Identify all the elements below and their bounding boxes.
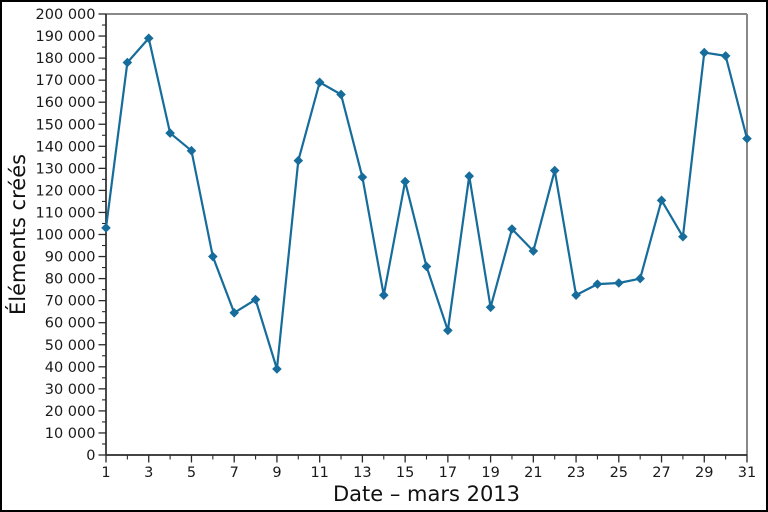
data-point [485,302,496,313]
x-tick-label: 3 [144,465,153,481]
y-tick-label: 140 000 [36,139,96,155]
y-tick-label: 90 000 [45,250,96,266]
y-tick-label: 20 000 [45,404,96,420]
y-tick-label: 70 000 [45,294,96,310]
data-point [250,294,261,305]
data-point [443,325,453,336]
x-tick-label: 25 [610,465,628,481]
x-tick-label: 21 [524,465,542,481]
data-point [720,51,731,61]
x-tick-label: 7 [230,465,239,481]
data-point [122,57,133,68]
data-point [592,279,603,289]
data-point [101,223,111,233]
y-tick-label: 80 000 [45,272,96,288]
y-tick-label: 190 000 [36,29,96,45]
y-tick-label: 100 000 [36,228,96,244]
data-point [699,47,710,58]
data-point [614,278,624,288]
y-tick-label: 120 000 [36,183,96,199]
data-point [421,261,432,272]
data-point [678,231,688,242]
data-point [186,145,197,156]
x-tick-label: 17 [439,465,457,481]
y-tick-label: 50 000 [45,338,96,354]
data-point [143,33,154,44]
x-tick-label: 11 [310,465,328,481]
data-point [528,246,539,256]
x-tick-label: 1 [101,465,110,481]
data-point [229,307,239,318]
y-tick-label: 130 000 [36,161,96,177]
data-point [742,133,752,144]
y-tick-label: 180 000 [36,51,96,67]
y-axis-title: Éléments créés [6,153,30,316]
y-tick-label: 110 000 [36,205,96,221]
y-tick-label: 10 000 [45,426,96,442]
data-point [293,155,304,166]
x-tick-label: 19 [481,465,499,481]
y-tick-label: 150 000 [36,117,96,133]
x-tick-label: 15 [396,465,414,481]
y-tick-label: 40 000 [45,360,96,376]
x-tick-label: 31 [738,465,756,481]
y-tick-label: 170 000 [36,73,96,89]
y-tick-label: 60 000 [45,316,96,332]
data-point [656,195,667,206]
data-point [507,224,517,234]
x-tick-label: 29 [695,465,713,481]
y-tick-label: 30 000 [45,382,96,398]
data-point [208,251,218,262]
x-tick-label: 9 [272,465,281,481]
y-tick-label: 200 000 [36,7,96,23]
data-point [378,290,389,300]
data-point [400,176,410,187]
data-point [464,171,475,181]
data-point [314,77,325,88]
data-point [635,273,645,284]
x-tick-label: 27 [652,465,670,481]
x-tick-label: 23 [567,465,585,481]
data-point [336,89,346,100]
data-line [104,37,749,371]
data-point [549,165,560,176]
x-tick-label: 13 [353,465,371,481]
data-point [357,172,368,182]
x-tick-label: 5 [187,465,196,481]
data-point [272,364,282,374]
x-axis-title: Date – mars 2013 [332,482,521,506]
data-point [165,128,175,138]
y-tick-label: 0 [86,448,95,464]
data-point [571,290,581,300]
y-tick-label: 160 000 [36,95,96,111]
